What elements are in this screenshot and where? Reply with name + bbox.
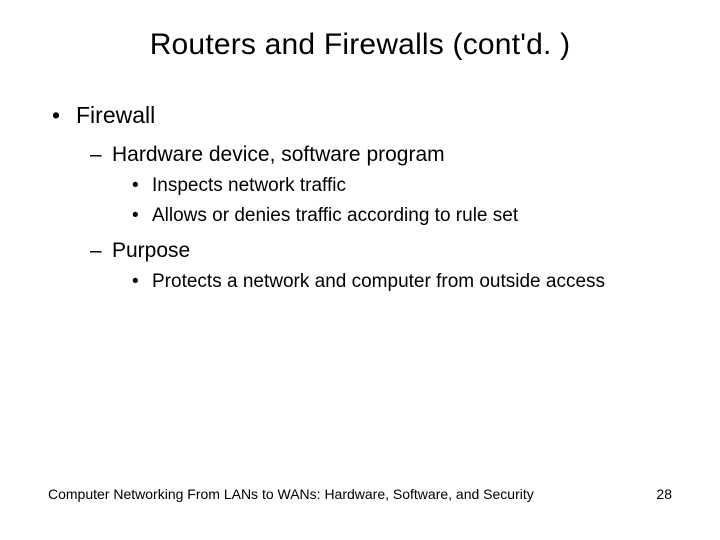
slide-title: Routers and Firewalls (cont'd. ) bbox=[48, 28, 672, 62]
bullet-marker: • bbox=[132, 203, 152, 229]
bullet-marker: – bbox=[90, 141, 112, 169]
footer-text: Computer Networking From LANs to WANs: H… bbox=[48, 486, 534, 502]
page-number: 28 bbox=[656, 486, 672, 502]
slide: Routers and Firewalls (cont'd. ) •Firewa… bbox=[0, 0, 720, 540]
bullet-level3: •Allows or denies traffic according to r… bbox=[132, 203, 672, 229]
bullet-level3: •Inspects network traffic bbox=[132, 173, 672, 199]
bullet-marker: • bbox=[132, 173, 152, 199]
bullet-text: Allows or denies traffic according to ru… bbox=[152, 205, 518, 226]
bullet-marker: – bbox=[90, 237, 112, 265]
bullet-text: Firewall bbox=[76, 102, 155, 128]
bullet-marker: • bbox=[132, 269, 152, 295]
bullet-text: Hardware device, software program bbox=[112, 143, 445, 166]
slide-content: •Firewall –Hardware device, software pro… bbox=[48, 100, 672, 295]
bullet-level2: –Purpose bbox=[90, 237, 672, 265]
bullet-text: Purpose bbox=[112, 239, 190, 262]
bullet-text: Inspects network traffic bbox=[152, 175, 346, 196]
bullet-text: Protects a network and computer from out… bbox=[152, 271, 605, 292]
bullet-level1: •Firewall bbox=[52, 100, 672, 131]
bullet-level2: –Hardware device, software program bbox=[90, 141, 672, 169]
bullet-level3: •Protects a network and computer from ou… bbox=[132, 269, 672, 295]
bullet-marker: • bbox=[52, 100, 76, 131]
slide-footer: Computer Networking From LANs to WANs: H… bbox=[48, 486, 672, 502]
